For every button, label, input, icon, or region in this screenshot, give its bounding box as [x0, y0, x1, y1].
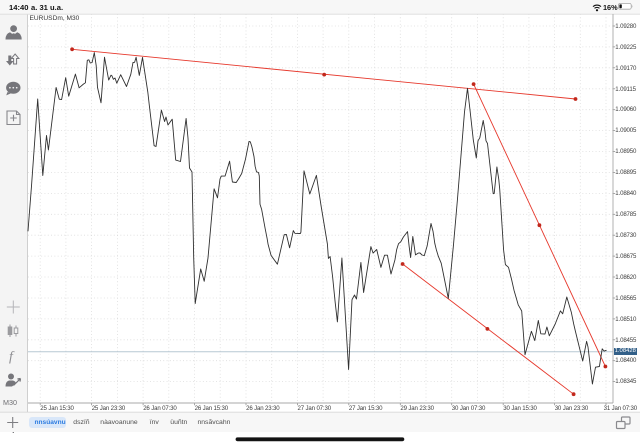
- svg-text:f: f: [9, 350, 15, 365]
